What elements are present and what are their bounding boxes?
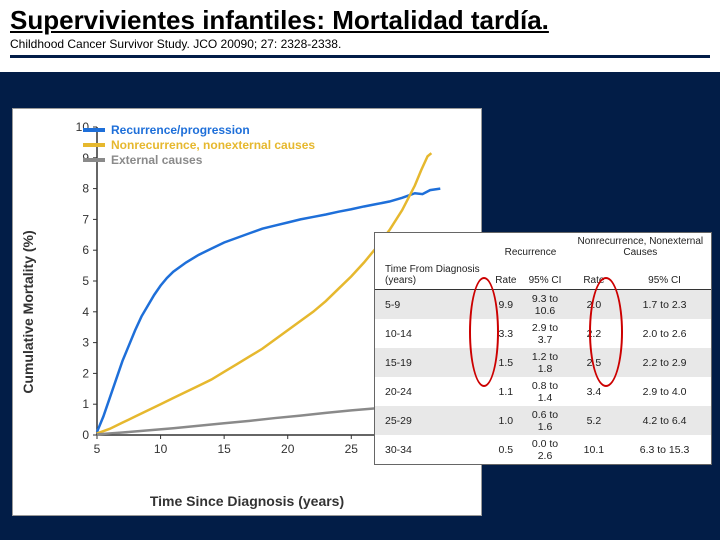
cell-r-rate: 0.5: [491, 435, 520, 464]
chart-legend: Recurrence/progressionNonrecurrence, non…: [83, 123, 315, 168]
cell-time: 10-14: [375, 319, 491, 348]
cell-time: 30-34: [375, 435, 491, 464]
cell-n-ci: 4.2 to 6.4: [618, 406, 711, 435]
cell-r-rate: 1.0: [491, 406, 520, 435]
table-row: 20-241.10.8 to 1.43.42.9 to 4.0: [375, 377, 711, 406]
x-axis-label: Time Since Diagnosis (years): [150, 493, 344, 509]
cell-r-rate: 1.1: [491, 377, 520, 406]
col-nonrec: Nonrecurrence, Nonexternal Causes: [570, 233, 711, 261]
svg-text:1: 1: [82, 397, 89, 411]
white-gap: [0, 60, 720, 72]
cell-n-ci: 2.9 to 4.0: [618, 377, 711, 406]
legend-label: Nonrecurrence, nonexternal causes: [111, 138, 315, 152]
cell-r-ci: 2.9 to 3.7: [520, 319, 569, 348]
svg-text:6: 6: [82, 243, 89, 257]
svg-text:2: 2: [82, 366, 89, 380]
svg-text:5: 5: [82, 274, 89, 288]
svg-text:15: 15: [217, 442, 231, 456]
subhead-0: Time From Diagnosis (years): [375, 261, 491, 290]
cell-n-rate: 2.5: [570, 348, 618, 377]
svg-text:7: 7: [82, 212, 89, 226]
legend-swatch: [83, 128, 105, 132]
col-recurrence: Recurrence: [491, 233, 569, 261]
cell-n-rate: 3.4: [570, 377, 618, 406]
y-axis-label: Cumulative Mortality (%): [20, 230, 36, 393]
svg-text:3: 3: [82, 336, 89, 350]
citation-text: Childhood Cancer Survivor Study. JCO 200…: [10, 37, 710, 51]
table-row: 25-291.00.6 to 1.65.24.2 to 6.4: [375, 406, 711, 435]
svg-text:10: 10: [154, 442, 168, 456]
cell-time: 20-24: [375, 377, 491, 406]
subhead-4: 95% CI: [618, 261, 711, 290]
title-underline: [10, 55, 710, 58]
svg-text:5: 5: [94, 442, 101, 456]
cell-r-rate: 1.5: [491, 348, 520, 377]
subhead-3: Rate: [570, 261, 618, 290]
cell-r-rate: 3.3: [491, 319, 520, 348]
legend-label: External causes: [111, 153, 202, 167]
cell-time: 25-29: [375, 406, 491, 435]
cell-n-rate: 2.0: [570, 290, 618, 320]
cell-n-ci: 6.3 to 15.3: [618, 435, 711, 464]
cell-r-ci: 0.6 to 1.6: [520, 406, 569, 435]
svg-text:0: 0: [82, 428, 89, 442]
cell-n-rate: 2.2: [570, 319, 618, 348]
cell-r-rate: 9.9: [491, 290, 520, 320]
slide-title: Supervivientes infantiles: Mortalidad ta…: [10, 6, 710, 35]
cell-r-ci: 0.0 to 2.6: [520, 435, 569, 464]
table-row: 5-99.99.3 to 10.62.01.7 to 2.3: [375, 290, 711, 320]
legend-item: Recurrence/progression: [83, 123, 315, 137]
rates-table-box: RecurrenceNonrecurrence, Nonexternal Cau…: [374, 232, 712, 465]
subhead-1: Rate: [491, 261, 520, 290]
cell-r-ci: 0.8 to 1.4: [520, 377, 569, 406]
cell-r-ci: 9.3 to 10.6: [520, 290, 569, 320]
legend-item: External causes: [83, 153, 315, 167]
cell-n-rate: 10.1: [570, 435, 618, 464]
legend-item: Nonrecurrence, nonexternal causes: [83, 138, 315, 152]
cell-n-ci: 2.2 to 2.9: [618, 348, 711, 377]
svg-text:8: 8: [82, 182, 89, 196]
svg-text:20: 20: [281, 442, 295, 456]
title-block: Supervivientes infantiles: Mortalidad ta…: [0, 0, 720, 60]
cell-n-ci: 1.7 to 2.3: [618, 290, 711, 320]
cell-n-rate: 5.2: [570, 406, 618, 435]
table-head: RecurrenceNonrecurrence, Nonexternal Cau…: [375, 233, 711, 290]
legend-swatch: [83, 143, 105, 147]
cell-time: 15-19: [375, 348, 491, 377]
cell-r-ci: 1.2 to 1.8: [520, 348, 569, 377]
table-row: 30-340.50.0 to 2.610.16.3 to 15.3: [375, 435, 711, 464]
cell-n-ci: 2.0 to 2.6: [618, 319, 711, 348]
legend-swatch: [83, 158, 105, 162]
table-body: 5-99.99.3 to 10.62.01.7 to 2.310-143.32.…: [375, 290, 711, 465]
svg-text:4: 4: [82, 305, 89, 319]
rates-table: RecurrenceNonrecurrence, Nonexternal Cau…: [375, 233, 711, 464]
table-row: 15-191.51.2 to 1.82.52.2 to 2.9: [375, 348, 711, 377]
svg-text:25: 25: [345, 442, 359, 456]
legend-label: Recurrence/progression: [111, 123, 250, 137]
table-row: 10-143.32.9 to 3.72.22.0 to 2.6: [375, 319, 711, 348]
subhead-2: 95% CI: [520, 261, 569, 290]
cell-time: 5-9: [375, 290, 491, 320]
